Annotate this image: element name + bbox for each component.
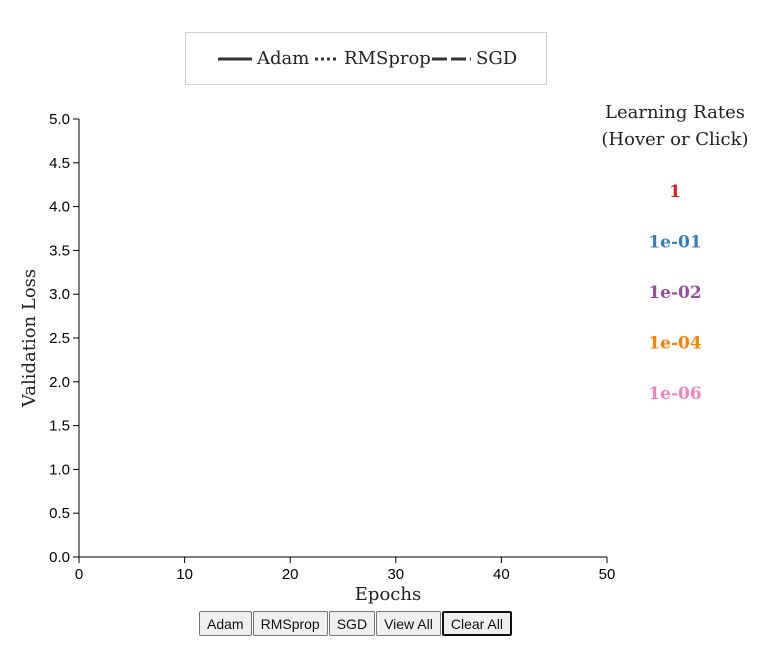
legend-label-adam: Adam (256, 48, 309, 69)
y-tick-label: 4.0 (49, 199, 70, 216)
y-tick-label: 0.5 (49, 505, 70, 522)
x-tick-label: 20 (282, 566, 299, 583)
learning-rate-panel: Learning Rates (Hover or Click) 1 1e-01 1e… (601, 102, 748, 404)
y-tick-label: 3.0 (49, 286, 70, 303)
learning-rate-4[interactable]: 1e-04 (648, 334, 702, 354)
x-tick-label: 10 (176, 566, 193, 583)
x-tick-label: 40 (493, 566, 510, 583)
legend-label-rmsprop: RMSprop (344, 48, 431, 69)
learning-rate-2[interactable]: 1e-01 (648, 233, 701, 253)
sgd-button[interactable]: SGD (328, 611, 376, 636)
y-tick-label: 2.0 (49, 374, 70, 391)
clear-all-button[interactable]: Clear All (441, 611, 512, 636)
y-tick-label: 1.5 (49, 418, 70, 435)
learning-rate-3[interactable]: 1e-02 (648, 283, 701, 303)
y-tick-label: 2.5 (49, 330, 70, 347)
x-axis-label: Epochs (355, 584, 421, 605)
x-tick-label: 30 (387, 566, 404, 583)
learning-rates-subtitle: (Hover or Click) (601, 129, 748, 150)
adam-button[interactable]: Adam (199, 611, 252, 636)
learning-rates-title: Learning Rates (605, 102, 745, 123)
x-axis: 0 10 20 30 40 50 (75, 556, 616, 583)
rmsprop-button[interactable]: RMSprop (252, 611, 328, 636)
y-axis: 0.0 0.5 1.0 1.5 2.0 2.5 3.0 3.5 4.0 4.5 5.0 (49, 111, 80, 566)
optimizer-controls: Adam RMSprop SGD View All Clear All (199, 611, 513, 636)
learning-rate-1[interactable]: 1 (669, 182, 681, 202)
x-tick-label: 0 (75, 566, 83, 583)
y-tick-label: 5.0 (49, 111, 70, 128)
y-tick-label: 4.5 (49, 155, 70, 172)
learning-rate-5[interactable]: 1e-06 (648, 384, 701, 404)
y-tick-label: 1.0 (49, 461, 70, 478)
x-tick-label: 50 (599, 566, 616, 583)
optimizer-legend: Adam RMSprop SGD (185, 32, 547, 85)
y-tick-label: 0.0 (49, 549, 70, 566)
view-all-button[interactable]: View All (376, 611, 441, 636)
legend-label-sgd: SGD (476, 48, 517, 69)
y-tick-label: 3.5 (49, 242, 70, 259)
y-axis-label: Validation Loss (19, 269, 40, 408)
